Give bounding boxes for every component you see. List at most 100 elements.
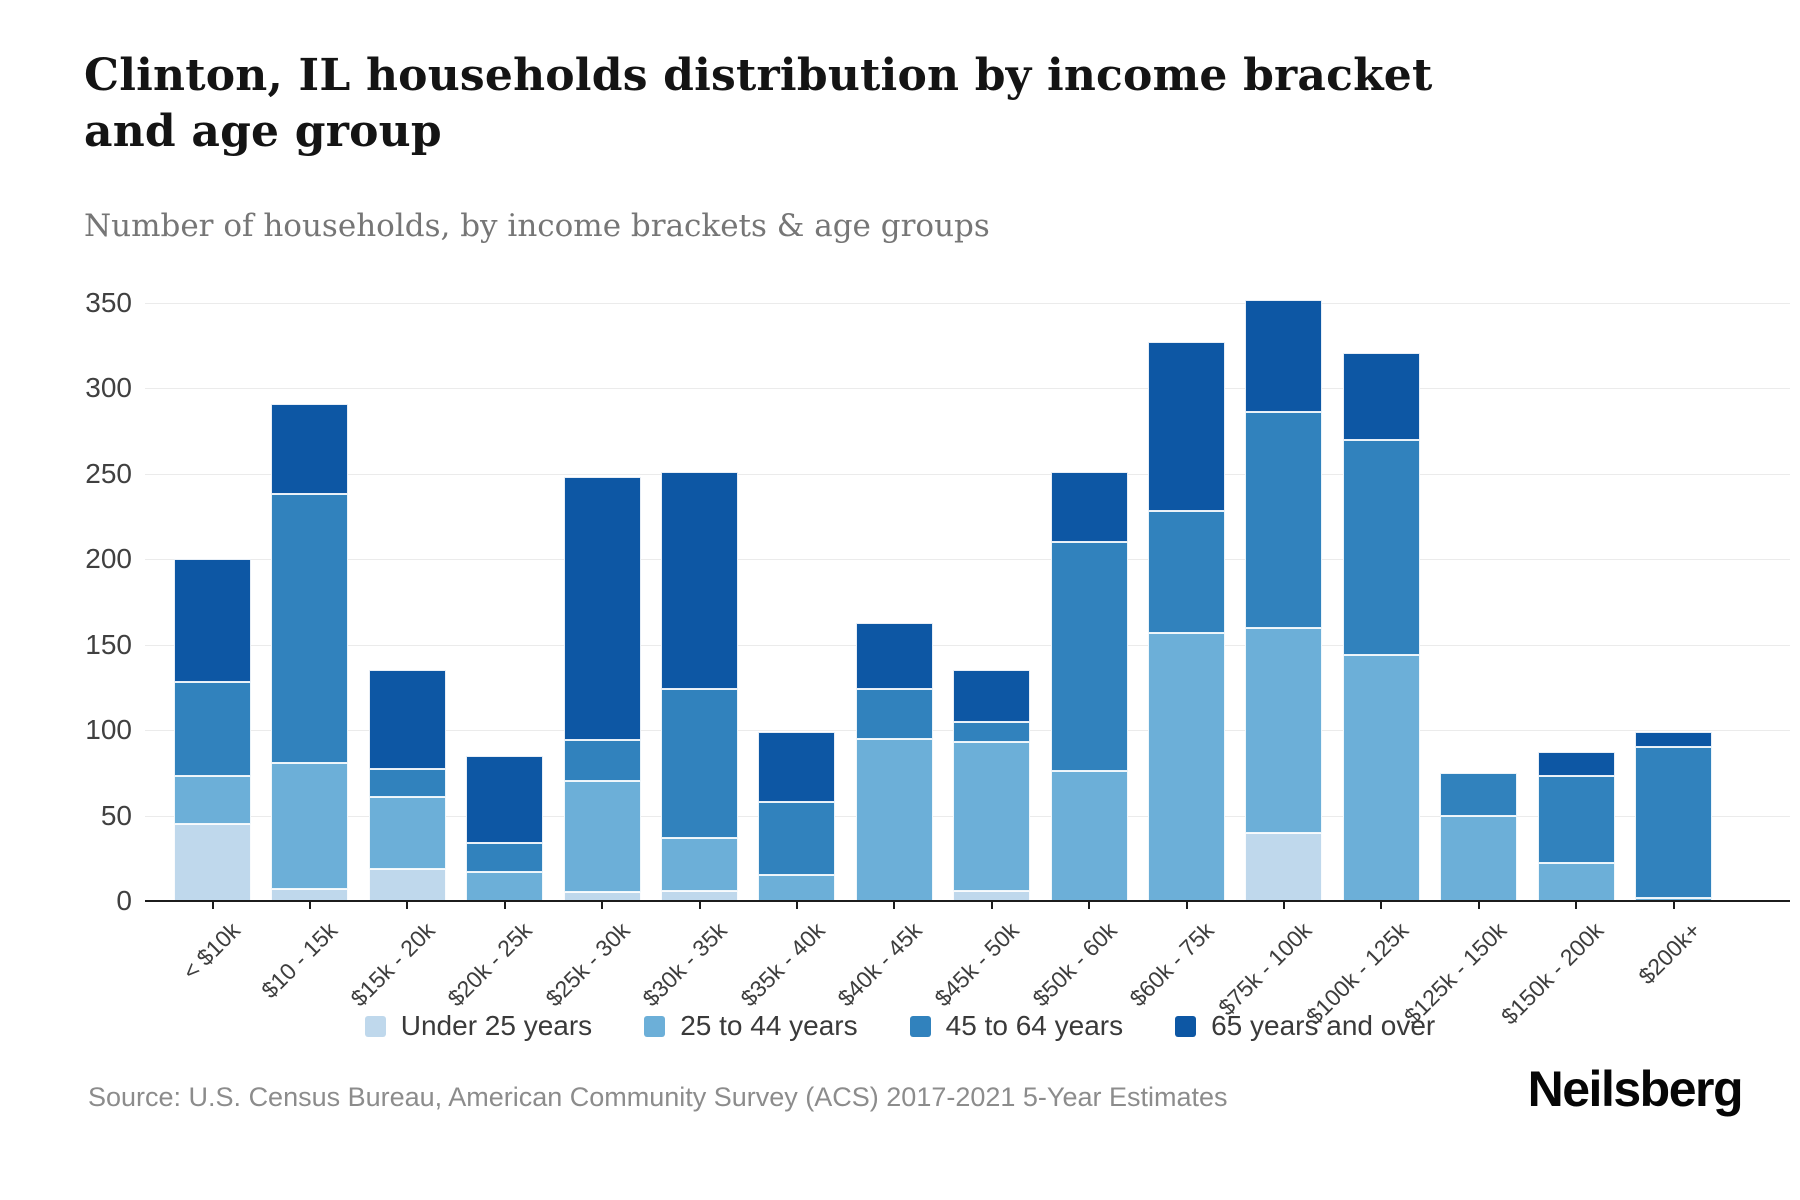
bar-segment[interactable] <box>1342 654 1420 901</box>
x-tick-mark <box>406 902 409 909</box>
x-tick-mark <box>601 902 604 909</box>
bar-segment[interactable] <box>271 494 349 763</box>
bar-segment[interactable] <box>1245 299 1323 413</box>
bar-segment[interactable] <box>953 721 1031 743</box>
bar-segment[interactable] <box>1245 832 1323 901</box>
chart-legend: Under 25 years 25 to 44 years 45 to 64 yea… <box>0 1003 1800 1049</box>
x-axis-tick-label: $40k - 45k <box>832 917 927 1012</box>
x-tick-mark <box>698 902 701 909</box>
bar-segment[interactable] <box>174 559 251 683</box>
x-tick-mark <box>1185 902 1188 909</box>
x-tick-mark <box>503 902 506 909</box>
x-axis-tick-label: < $10k <box>177 917 245 985</box>
x-axis-line <box>145 900 1790 902</box>
bar-segment[interactable] <box>953 670 1031 722</box>
bar-segment[interactable] <box>661 837 738 891</box>
legend-item-Under 25 years[interactable]: Under 25 years <box>364 1010 592 1042</box>
bar-segment[interactable] <box>758 875 836 901</box>
bar-< $10k <box>174 0 251 901</box>
bar-$45k - 50k <box>953 0 1031 901</box>
bar-$150k - 200k <box>1537 0 1615 901</box>
bar-segment[interactable] <box>1635 731 1712 748</box>
bar-$50k - 60k <box>1050 0 1128 901</box>
x-axis-tick-label: $20k - 25k <box>442 917 538 1012</box>
bar-segment[interactable] <box>368 796 446 869</box>
bar-segment[interactable] <box>1050 472 1128 543</box>
x-axis-tick-label: $30k - 35k <box>637 917 732 1012</box>
bar-segment[interactable] <box>1342 439 1420 655</box>
bar-segment[interactable] <box>1050 771 1128 901</box>
bar-segment[interactable] <box>953 742 1031 891</box>
bar-segment[interactable] <box>174 824 251 901</box>
bar-segment[interactable] <box>1148 342 1225 512</box>
bar-$75k - 100k <box>1245 0 1323 901</box>
bar-segment[interactable] <box>368 670 446 770</box>
legend-item-65 years and over[interactable]: 65 years and over <box>1175 1010 1435 1042</box>
bar-segment[interactable] <box>1148 632 1225 901</box>
bar-segment[interactable] <box>661 689 738 838</box>
bar-segment[interactable] <box>1537 752 1615 777</box>
x-axis-tick-label: $60k - 75k <box>1124 917 1219 1012</box>
legend-label: 45 to 64 years <box>945 1010 1124 1041</box>
bar-segment[interactable] <box>1537 776 1615 864</box>
x-tick-mark <box>1088 902 1091 909</box>
bar-$40k - 45k <box>855 0 933 901</box>
bar-segment[interactable] <box>271 762 349 890</box>
bar-segment[interactable] <box>1148 511 1225 633</box>
bar-segment[interactable] <box>758 801 836 876</box>
bar-segment[interactable] <box>1440 815 1518 901</box>
bar-segment[interactable] <box>1440 772 1518 816</box>
neilsberg-logo: Neilsberg <box>1527 1061 1744 1117</box>
bar-segment[interactable] <box>661 472 738 690</box>
bar-segment[interactable] <box>855 738 933 901</box>
bar-segment[interactable] <box>563 477 641 741</box>
y-gridline <box>145 644 1790 646</box>
x-axis-tick-label: $45k - 50k <box>929 917 1025 1012</box>
bar-segment[interactable] <box>855 622 933 690</box>
bar-segment[interactable] <box>1245 627 1323 833</box>
bar-$25k - 30k <box>563 0 641 901</box>
bar-segment[interactable] <box>368 868 446 901</box>
bar-segment[interactable] <box>1245 412 1323 628</box>
y-axis-tick-label: 50 <box>100 799 132 831</box>
bar-$10 - 15k <box>271 0 349 901</box>
x-axis-tick-label: $35k - 40k <box>734 917 830 1012</box>
x-tick-mark <box>1282 902 1285 909</box>
legend-swatch-icon <box>364 1015 386 1037</box>
y-axis-tick-label: 150 <box>85 628 132 660</box>
legend-label: 65 years and over <box>1211 1010 1436 1041</box>
y-axis-tick-label: 200 <box>85 543 132 575</box>
x-axis-tick-label: $200k+ <box>1633 917 1706 990</box>
x-tick-mark <box>795 902 798 909</box>
x-tick-mark <box>1380 902 1383 909</box>
bar-$30k - 35k <box>661 0 738 901</box>
bar-segment[interactable] <box>466 871 544 901</box>
bar-segment[interactable] <box>1537 863 1615 901</box>
x-axis-tick-label: $50k - 60k <box>1027 917 1122 1012</box>
bar-segment[interactable] <box>1050 542 1128 772</box>
bar-$15k - 20k <box>368 0 446 901</box>
y-gridline <box>145 388 1790 390</box>
y-axis-tick-label: 0 <box>116 885 132 916</box>
bar-segment[interactable] <box>1342 352 1420 440</box>
bar-segment[interactable] <box>466 755 544 843</box>
bar-segment[interactable] <box>758 731 836 802</box>
bar-segment[interactable] <box>368 769 446 797</box>
bar-segment[interactable] <box>466 842 544 872</box>
y-axis-tick-label: 350 <box>85 287 132 318</box>
legend-item-45 to 64 years[interactable]: 45 to 64 years <box>909 1010 1124 1042</box>
bar-$125k - 150k <box>1440 0 1518 901</box>
bar-$20k - 25k <box>466 0 544 901</box>
bar-segment[interactable] <box>1635 747 1712 898</box>
bar-segment[interactable] <box>271 403 349 495</box>
source-attribution: Source: U.S. Census Bureau, American Com… <box>88 1082 1228 1112</box>
bar-segment[interactable] <box>855 689 933 739</box>
bar-segment[interactable] <box>563 740 641 782</box>
bar-segment[interactable] <box>563 781 641 893</box>
x-tick-mark <box>308 902 311 909</box>
x-tick-mark <box>1672 902 1675 909</box>
bar-segment[interactable] <box>174 682 251 777</box>
bar-segment[interactable] <box>174 776 251 825</box>
legend-item-25 to 44 years[interactable]: 25 to 44 years <box>644 1010 858 1042</box>
